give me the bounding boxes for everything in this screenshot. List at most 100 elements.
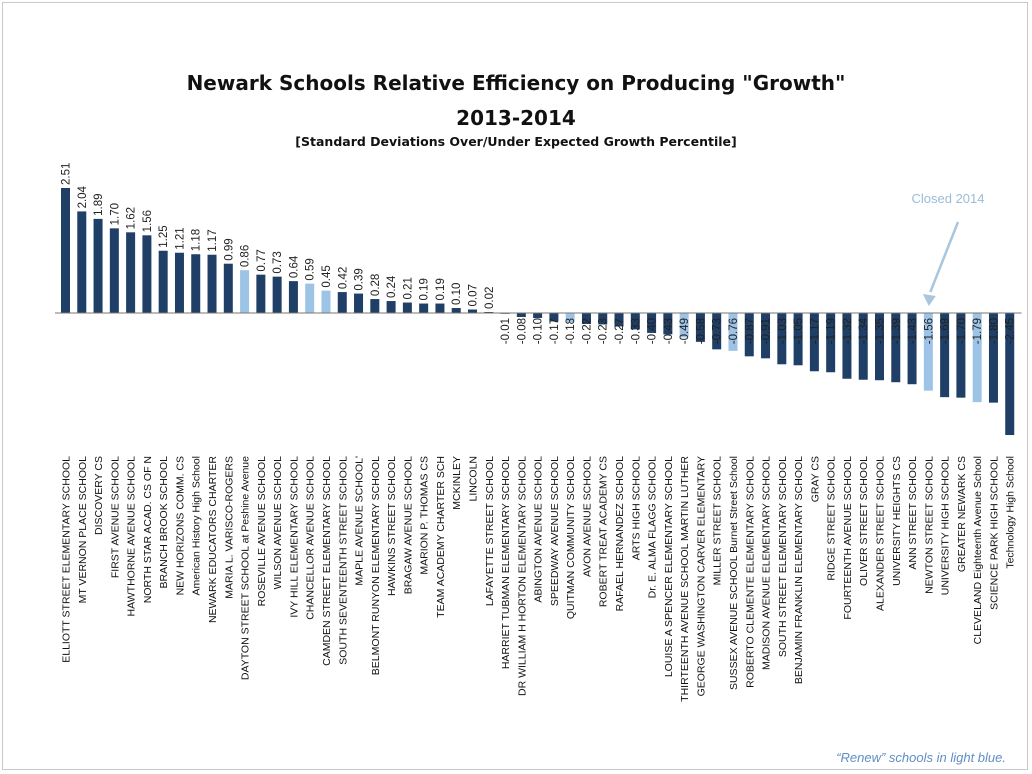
value-label-33: -0.23 xyxy=(598,318,610,344)
value-label-20: 0.24 xyxy=(386,275,398,298)
category-label-53: NEWTON STREET SCHOOL xyxy=(923,456,935,594)
value-label-30: -0.17 xyxy=(549,318,561,344)
value-label-13: 0.73 xyxy=(272,251,284,273)
value-label-0: 2.51 xyxy=(61,163,73,185)
value-label-14: 0.64 xyxy=(288,255,300,278)
value-label-19: 0.28 xyxy=(370,274,382,296)
category-label-30: SPEEDWAY AVENUE SCHOOL xyxy=(549,456,561,606)
category-label-55: GREATER NEWARK CS xyxy=(956,456,968,572)
bar-5 xyxy=(142,235,152,313)
value-label-17: 0.42 xyxy=(337,267,349,289)
bar-53 xyxy=(923,313,933,391)
bar-12 xyxy=(256,274,266,313)
category-label-39: GEORGE WASHINGTON CARVER ELEMENTARY xyxy=(695,456,707,696)
bar-6 xyxy=(158,250,168,313)
bar-35 xyxy=(630,313,640,330)
bar-24 xyxy=(451,308,461,313)
category-label-19: BELMONT RUNYON ELEMENTARY SCHOOL xyxy=(370,456,382,675)
bar-13 xyxy=(272,276,282,313)
value-label-18: 0.39 xyxy=(354,268,366,290)
bar-28 xyxy=(516,313,526,317)
value-label-45: -1.05 xyxy=(793,318,805,344)
value-label-53: -1.56 xyxy=(923,318,935,344)
value-label-51: -1.39 xyxy=(891,318,903,344)
bar-43 xyxy=(761,313,771,359)
category-label-22: MARION P. THOMAS CS xyxy=(419,456,431,575)
category-label-34: RAFAEL HERNANDEZ SCHOOL xyxy=(614,456,626,612)
category-label-16: CAMDEN STREET ELEMENTARY SCHOOL xyxy=(321,456,333,666)
value-labels-group: 2.51 2.04 1.89 1.70 1.62 1.56 1.25 1.21 1.18 1.17… xyxy=(61,163,1017,345)
category-label-5: NORTH STAR ACAD. CS OF N xyxy=(142,456,154,603)
bar-9 xyxy=(207,254,217,313)
category-label-20: HAWKINS STREET SCHOOL xyxy=(386,456,398,596)
value-label-42: -0.87 xyxy=(744,318,756,344)
value-label-37: -0.43 xyxy=(663,318,675,344)
bar-42 xyxy=(744,313,754,357)
value-label-48: -1.32 xyxy=(842,318,854,344)
bar-0 xyxy=(61,188,70,313)
bar-36 xyxy=(647,313,657,333)
value-label-39: -0.58 xyxy=(695,318,707,344)
y-axis-label: [Standard Deviations Over/Under Expected… xyxy=(295,134,737,149)
category-label-46: GRAY CS xyxy=(809,456,821,502)
value-label-46: -1.17 xyxy=(809,318,821,344)
category-label-54: UNIVERSITY HIGH SCHOOL xyxy=(940,456,952,595)
value-label-23: 0.19 xyxy=(435,278,447,300)
value-label-38: -0.49 xyxy=(679,318,691,344)
value-label-27: -0.01 xyxy=(500,318,512,344)
value-label-34: -0.27 xyxy=(614,318,626,344)
value-label-31: -0.18 xyxy=(565,318,577,344)
category-label-21: BRAGAW AVENUE SCHOOL xyxy=(402,456,414,594)
value-label-36: -0.40 xyxy=(647,318,659,344)
category-label-12: ROSEVILLE AVENUE SCHOOL xyxy=(256,456,268,607)
bar-58 xyxy=(1005,313,1015,436)
bar-55 xyxy=(956,313,966,398)
value-label-8: 1.18 xyxy=(191,229,203,251)
bar-3 xyxy=(109,228,119,313)
value-label-6: 1.25 xyxy=(158,225,170,247)
bar-4 xyxy=(126,232,136,313)
category-label-40: MILLER STREET SCHOOL xyxy=(712,456,724,585)
category-label-11: DAYTON STREET SCHOOL at Peshine Avenue xyxy=(240,456,252,680)
category-label-2: DISCOVERY CS xyxy=(93,456,105,535)
category-label-18: MAPLE AVENUE SCHOOL' xyxy=(354,456,366,586)
value-label-28: -0.08 xyxy=(516,318,528,344)
category-label-58: Technology High School xyxy=(1005,456,1017,569)
category-labels-group: ELLIOTT STREET ELEMENTARY SCHOOL MT VERNO… xyxy=(61,456,1017,702)
category-label-57: SCIENCE PARK HIGH SCHOOL xyxy=(988,456,1000,610)
bar-40 xyxy=(712,313,722,350)
bar-32 xyxy=(581,313,591,324)
category-label-33: ROBERT TREAT ACADEMY CS xyxy=(598,456,610,607)
bar-31 xyxy=(565,313,575,322)
bar-46 xyxy=(809,313,819,372)
bar-49 xyxy=(858,313,868,380)
value-label-49: -1.34 xyxy=(858,317,870,344)
category-label-3: FIRST AVENUE SCHOOL xyxy=(109,456,121,578)
category-label-37: LOUISE A SPENCER ELEMENTARY SCHOOL xyxy=(663,456,675,677)
value-label-1: 2.04 xyxy=(77,185,89,208)
category-label-9: NEWARK EDUCATORS CHARTER xyxy=(207,456,219,623)
bar-41 xyxy=(728,313,738,351)
category-label-29: ABINGTON AVENUE SCHOOL xyxy=(533,456,545,603)
category-label-1: MT VERNON PLACE SCHOOL xyxy=(77,456,89,604)
closed-annotation-arrowhead xyxy=(922,294,936,306)
bar-56 xyxy=(972,313,982,403)
category-label-14: IVY HILL ELEMENTARY SCHOOL xyxy=(288,456,300,618)
value-label-43: -0.91 xyxy=(761,318,773,344)
bar-38 xyxy=(679,313,689,338)
value-label-41: -0.76 xyxy=(728,318,740,344)
bar-47 xyxy=(826,313,836,373)
category-label-35: ARTS HIGH SCHOOL xyxy=(630,456,642,560)
category-label-52: ANN STREET SCHOOL xyxy=(907,456,919,570)
closed-annotation: Closed 2014 xyxy=(912,191,985,306)
value-label-35: -0.33 xyxy=(630,318,642,344)
bars-group xyxy=(61,188,1015,436)
bar-7 xyxy=(174,252,184,313)
category-label-56: CLEVELAND Eighteenth Avenue School xyxy=(972,456,984,644)
bar-22 xyxy=(419,303,429,313)
category-label-50: ALEXANDER STREET SCHOOL xyxy=(875,456,887,611)
bar-50 xyxy=(875,313,884,381)
category-label-48: FOURTEENTH AVENUE SCHOOL xyxy=(842,456,854,620)
